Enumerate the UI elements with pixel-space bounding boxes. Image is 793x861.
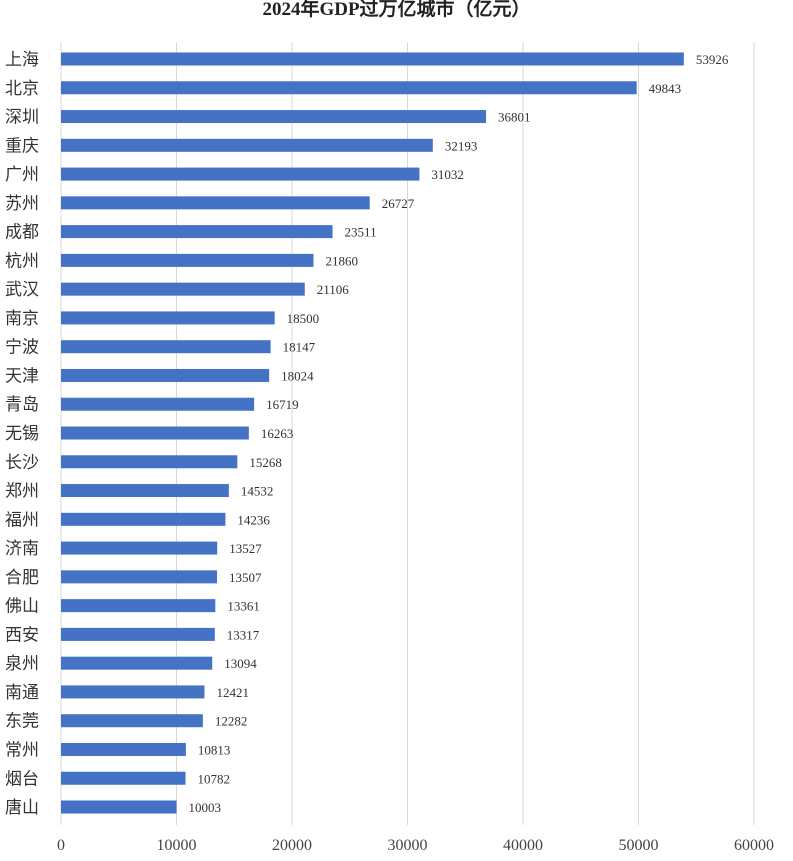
- x-tick-label: 30000: [388, 837, 428, 854]
- data-label: 36801: [498, 110, 530, 125]
- category-label: 南通: [5, 683, 39, 703]
- category-label: 郑州: [5, 482, 39, 502]
- x-tick-label: 20000: [272, 837, 312, 854]
- data-label: 14532: [241, 484, 274, 499]
- bar: [61, 484, 229, 498]
- category-label: 常州: [5, 740, 39, 760]
- bar: [61, 81, 637, 95]
- data-label: 10782: [198, 771, 231, 786]
- data-label: 14236: [237, 512, 270, 527]
- bar: [61, 368, 270, 382]
- category-label: 成都: [5, 223, 39, 243]
- category-label: 济南: [5, 539, 39, 559]
- data-label: 12421: [216, 685, 249, 700]
- category-label: 杭州: [5, 251, 39, 271]
- category-label: 南京: [5, 309, 39, 329]
- data-label: 16263: [261, 426, 294, 441]
- category-label: 深圳: [5, 108, 39, 128]
- data-label: 13507: [229, 570, 262, 585]
- category-label: 烟台: [5, 769, 39, 789]
- category-label: 无锡: [5, 424, 39, 444]
- bar: [61, 311, 275, 325]
- bar: [61, 685, 205, 699]
- bar: [61, 627, 215, 641]
- category-label: 天津: [5, 366, 39, 386]
- data-label: 16719: [266, 397, 299, 412]
- data-label: 10003: [189, 800, 222, 815]
- bar: [61, 225, 333, 239]
- bar: [61, 110, 487, 124]
- bar: [61, 282, 305, 296]
- data-label: 23511: [345, 225, 377, 240]
- category-label: 青岛: [5, 395, 39, 415]
- category-label: 东莞: [5, 712, 39, 732]
- bar: [61, 455, 238, 469]
- category-label: 唐山: [5, 797, 39, 818]
- bar: [61, 541, 218, 555]
- bar: [61, 253, 314, 267]
- data-label: 18024: [281, 368, 314, 383]
- data-label: 18147: [283, 340, 316, 355]
- category-label: 上海: [5, 50, 39, 70]
- data-label: 26727: [382, 196, 415, 211]
- bar: [61, 138, 433, 152]
- bar: [61, 742, 186, 756]
- data-label: 13527: [229, 541, 262, 556]
- bar: [61, 340, 271, 354]
- category-label: 武汉: [5, 280, 39, 300]
- x-tick-label: 60000: [734, 837, 774, 854]
- category-label: 广州: [5, 165, 39, 185]
- data-label: 21860: [325, 253, 358, 268]
- bar: [61, 599, 216, 613]
- category-label: 长沙: [5, 453, 39, 473]
- x-tick-label: 50000: [619, 837, 659, 854]
- bar: [61, 167, 420, 181]
- category-label: 合肥: [5, 568, 39, 588]
- x-tick-label: 0: [57, 837, 65, 854]
- data-label: 18500: [287, 311, 320, 326]
- data-label: 49843: [649, 81, 682, 96]
- bar: [61, 426, 249, 440]
- chart-title: 2024年GDP过万亿城市（亿元）: [262, 0, 531, 20]
- category-label: 北京: [5, 79, 39, 99]
- bar: [61, 512, 226, 526]
- data-label: 13317: [227, 627, 260, 642]
- bar: [61, 52, 684, 66]
- bar: [61, 397, 255, 411]
- data-label: 15268: [249, 455, 282, 470]
- data-label: 10813: [198, 742, 231, 757]
- category-label: 泉州: [5, 654, 39, 674]
- bar: [61, 800, 177, 814]
- data-label: 32193: [445, 138, 478, 153]
- x-tick-label: 40000: [503, 837, 543, 854]
- category-label: 西安: [5, 625, 39, 645]
- category-label: 重庆: [5, 136, 39, 156]
- bar: [61, 771, 186, 785]
- bar: [61, 714, 203, 728]
- category-label: 苏州: [5, 194, 39, 214]
- bar: [61, 570, 218, 584]
- bar: [61, 656, 213, 670]
- data-label: 21106: [317, 282, 350, 297]
- data-label: 53926: [696, 52, 729, 67]
- data-label: 31032: [431, 167, 464, 182]
- category-label: 福州: [5, 510, 39, 530]
- category-label: 佛山: [5, 597, 39, 617]
- x-tick-label: 10000: [157, 837, 197, 854]
- data-label: 13361: [227, 599, 260, 614]
- data-label: 12282: [215, 714, 248, 729]
- data-label: 13094: [224, 656, 257, 671]
- category-label: 宁波: [5, 338, 39, 358]
- bar: [61, 196, 370, 210]
